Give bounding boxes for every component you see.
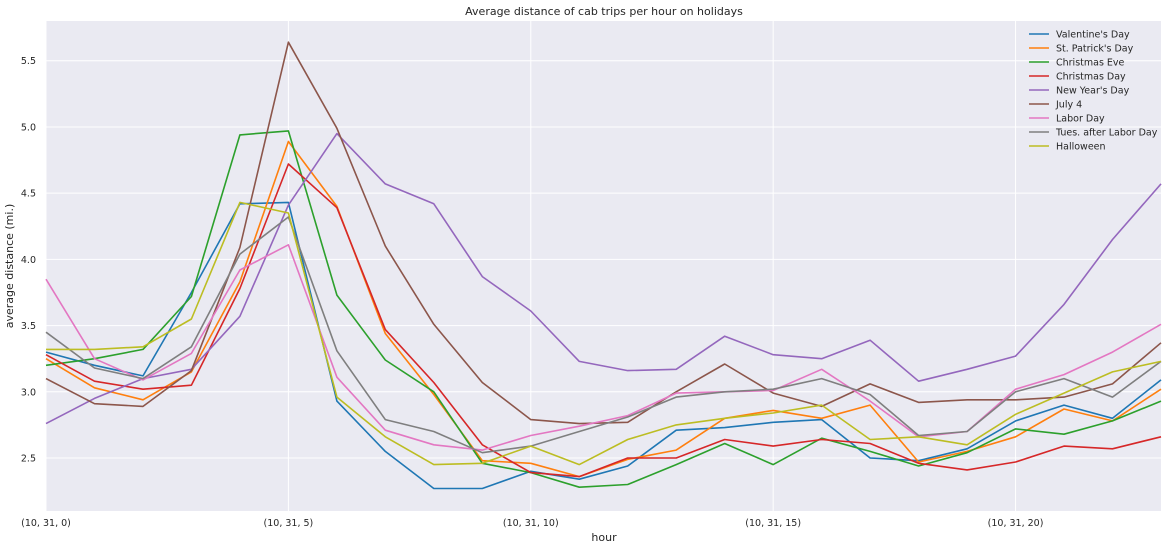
y-tick-label: 3.0 [21, 387, 36, 398]
x-tick-label: (10, 31, 15) [745, 518, 801, 529]
chart-title: Average distance of cab trips per hour o… [465, 5, 743, 18]
y-axis-label: average distance (mi.) [3, 204, 16, 329]
y-tick-label: 2.5 [21, 454, 36, 465]
series-line-0 [45, 201, 1162, 490]
y-tick-label: 4.5 [21, 189, 36, 200]
legend-label: Halloween [1056, 142, 1106, 153]
legend-label: Christmas Eve [1056, 58, 1125, 69]
series-lines [45, 41, 1162, 490]
series-line-3 [45, 163, 1162, 478]
legend: Valentine's Day St. Patrick's Day Christma… [1029, 30, 1158, 153]
series-line-4 [45, 132, 1162, 425]
legend-label: Labor Day [1056, 114, 1105, 125]
legend-label: Tues. after Labor Day [1055, 128, 1158, 139]
x-tick-label: (10, 31, 10) [503, 518, 559, 529]
legend-label: St. Patrick's Day [1056, 44, 1134, 55]
series-line-7 [45, 216, 1162, 454]
x-tick-label: (10, 31, 5) [264, 518, 314, 529]
legend-label: Valentine's Day [1056, 30, 1130, 41]
y-tick-label: 5.5 [21, 56, 36, 67]
y-tick-labels: 2.5 3.0 3.5 4.0 4.5 5.0 5.5 [21, 56, 36, 464]
series-line-8 [46, 201, 1162, 466]
series-line-2 [45, 130, 1162, 489]
legend-label: July 4 [1055, 100, 1082, 111]
x-axis-label: hour [591, 531, 617, 544]
y-tick-label: 5.0 [21, 122, 36, 133]
legend-label: New Year's Day [1056, 86, 1130, 97]
x-tick-label: (10, 31, 20) [988, 518, 1044, 529]
y-tick-label: 3.5 [21, 321, 36, 332]
x-tick-label: (10, 31, 0) [21, 518, 71, 529]
y-tick-label: 4.0 [21, 255, 36, 266]
legend-label: Christmas Day [1056, 72, 1126, 83]
x-tick-labels: (10, 31, 0) (10, 31, 5) (10, 31, 10) (10, 3… [21, 518, 1043, 529]
